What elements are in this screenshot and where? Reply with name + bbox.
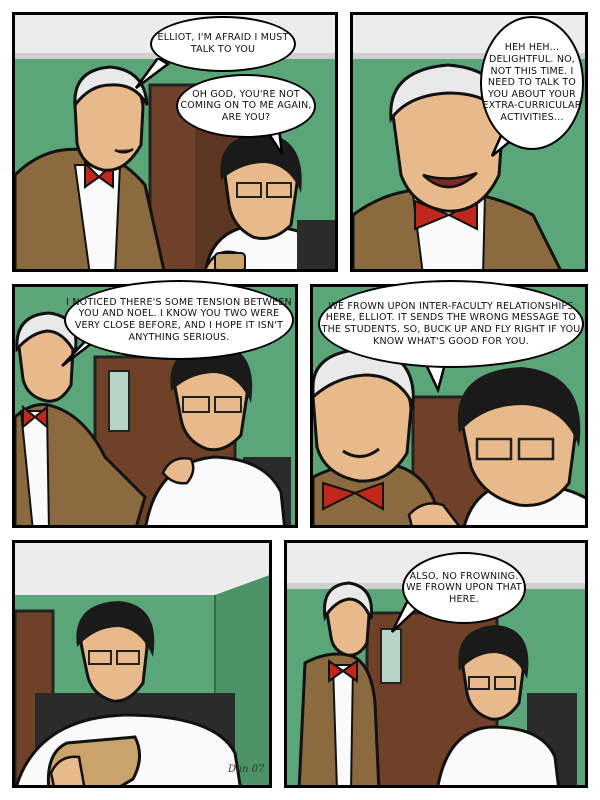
speech-text: OH GOD, YOU'RE NOT COMING ON TO ME AGAIN…: [180, 88, 312, 123]
speech-bubble: ALSO, NO FROWNING. WE FROWN UPON THAT HE…: [402, 552, 526, 624]
speech-text: I NOTICED THERE'S SOME TENSION BETWEEN Y…: [66, 296, 292, 343]
artist-signature: Dan 07: [228, 764, 265, 775]
speech-bubble: OH GOD, YOU'RE NOT COMING ON TO ME AGAIN…: [176, 74, 316, 138]
speech-bubble: I NOTICED THERE'S SOME TENSION BETWEEN Y…: [64, 280, 294, 360]
speech-bubble: ELLIOT, I'M AFRAID I MUST TALK TO YOU: [150, 16, 296, 72]
speech-text: HEH HEH... DELIGHTFUL. NO, NOT THIS TIME…: [482, 42, 582, 123]
speech-text: ELLIOT, I'M AFRAID I MUST TALK TO YOU: [157, 32, 289, 55]
speech-bubble: WE FROWN UPON INTER-FACULTY RELATIONSHIP…: [318, 280, 584, 368]
bubble-tail: [134, 58, 170, 89]
speech-text: WE FROWN UPON INTER-FACULTY RELATIONSHIP…: [321, 300, 581, 347]
panel-5: [12, 540, 272, 788]
speech-text: ALSO, NO FROWNING. WE FROWN UPON THAT HE…: [406, 570, 522, 605]
panel-5-art: [15, 543, 269, 785]
speech-bubble: HEH HEH... DELIGHTFUL. NO, NOT THIS TIME…: [480, 16, 584, 150]
